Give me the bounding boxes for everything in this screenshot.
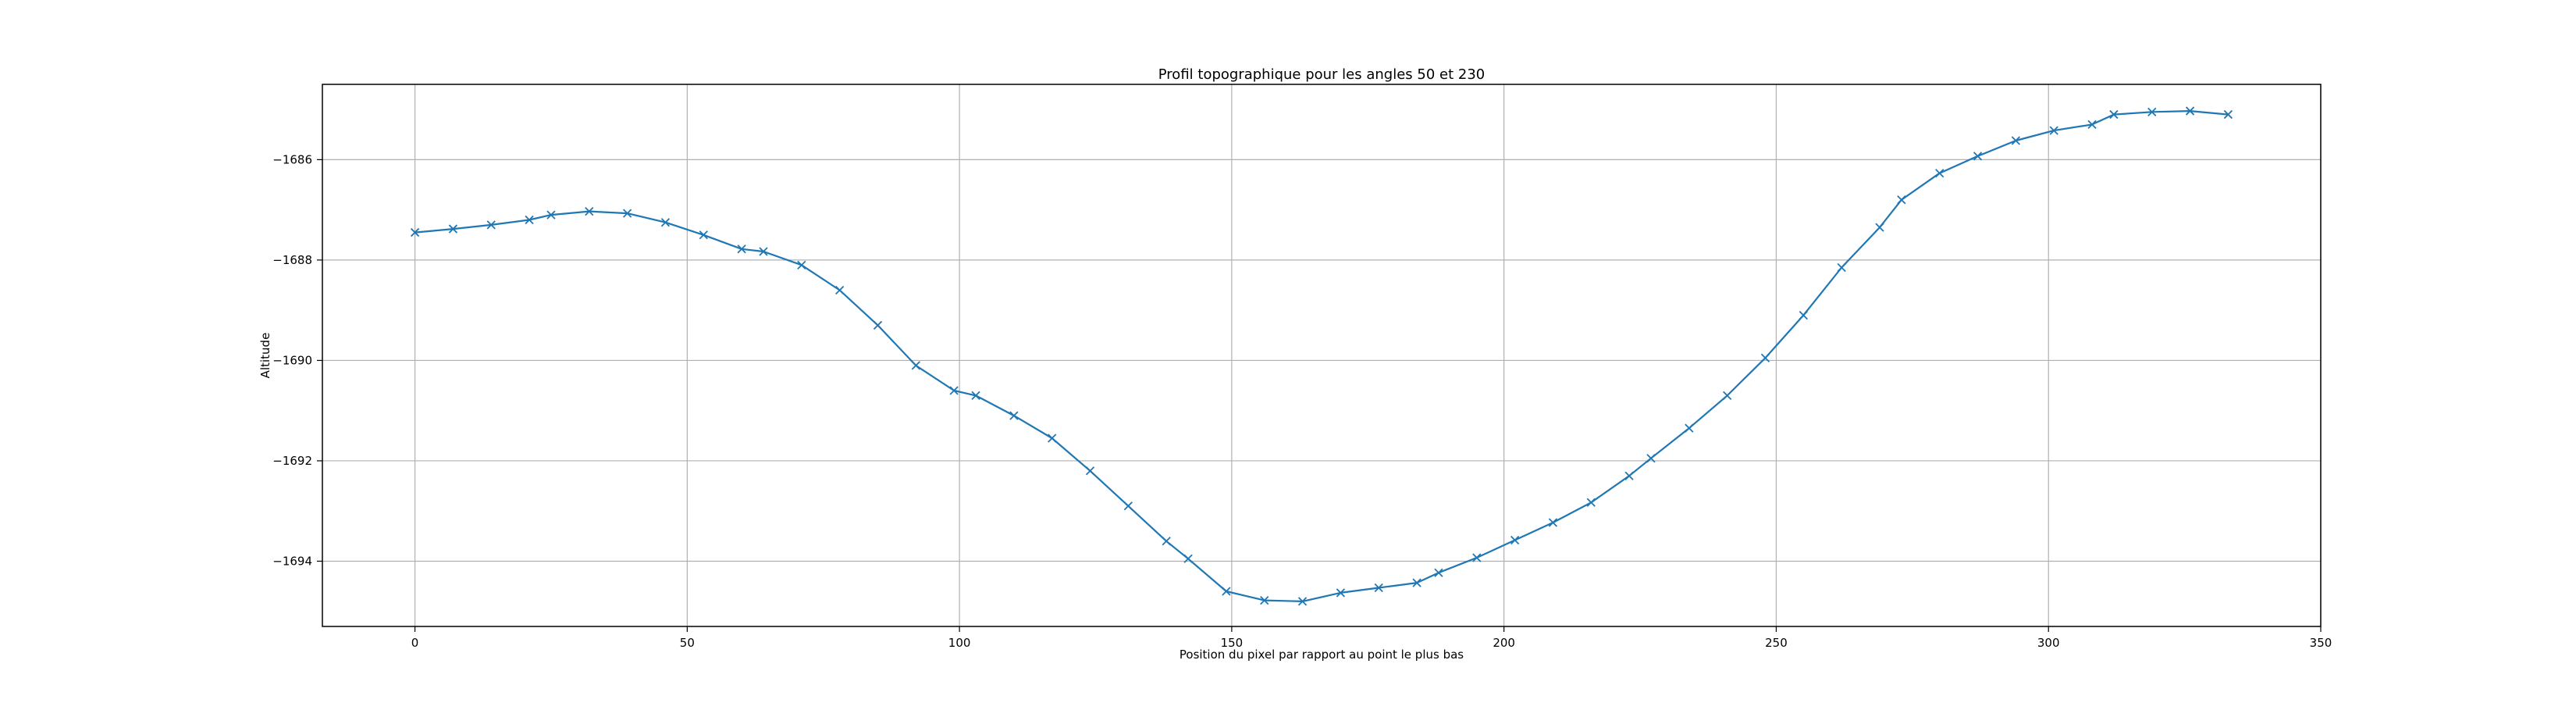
data-point-marker xyxy=(2109,109,2119,120)
data-point-marker xyxy=(1723,391,1732,401)
data-point-marker xyxy=(2049,126,2058,135)
series-layer xyxy=(410,106,2233,606)
data-point-marker xyxy=(622,209,632,218)
data-point-marker xyxy=(1374,583,1383,593)
data-point-marker xyxy=(1412,578,1421,587)
data-point-marker xyxy=(1123,501,1133,511)
grid-lines xyxy=(322,84,2322,626)
data-point-marker xyxy=(1935,169,1944,178)
x-tick-label: 250 xyxy=(1765,636,1788,650)
x-tick-label: 0 xyxy=(411,636,419,650)
data-point-marker xyxy=(2011,136,2021,145)
data-point-marker xyxy=(2147,107,2157,116)
plot-area-frame xyxy=(322,84,2322,627)
data-point-marker xyxy=(1875,223,1884,232)
data-point-marker xyxy=(1472,553,1482,562)
x-tick-label: 50 xyxy=(680,636,695,650)
data-point-marker xyxy=(911,361,920,370)
data-point-marker xyxy=(971,391,980,401)
x-tick-label: 200 xyxy=(1493,636,1515,650)
data-point-marker xyxy=(1434,568,1443,577)
data-point-marker xyxy=(1260,595,1269,605)
data-point-marker xyxy=(759,247,768,256)
data-point-marker xyxy=(1009,411,1019,420)
x-axis-label: Position du pixel par rapport au point l… xyxy=(1179,648,1464,662)
y-tick-label: −1692 xyxy=(272,454,312,468)
data-point-marker xyxy=(1085,466,1095,476)
data-point-marker xyxy=(2185,106,2195,116)
data-point-marker xyxy=(1685,423,1694,433)
x-tick-label: 150 xyxy=(1221,636,1244,650)
y-tick-label: −1690 xyxy=(272,353,312,367)
data-point-marker xyxy=(486,220,496,230)
data-point-marker xyxy=(737,244,746,254)
data-point-marker xyxy=(873,320,883,330)
x-tick-label: 350 xyxy=(2310,636,2332,650)
data-point-marker xyxy=(2087,120,2097,130)
data-point-marker xyxy=(835,285,845,295)
data-point-marker xyxy=(1973,152,1983,161)
data-point-marker xyxy=(1183,554,1193,563)
x-tick-label: 100 xyxy=(948,636,971,650)
data-point-marker xyxy=(1760,353,1770,362)
x-axis-ticks: 0 50 100 150 200 250 300 350 xyxy=(411,626,2332,650)
data-point-marker xyxy=(1837,262,1846,273)
data-point-marker xyxy=(797,260,806,269)
y-axis-ticks: −1686 −1688 −1690 −1692 −1694 xyxy=(272,152,322,568)
x-tick-label: 300 xyxy=(2037,636,2060,650)
data-point-marker xyxy=(660,218,671,227)
y-tick-label: −1686 xyxy=(272,152,312,166)
data-point-marker xyxy=(1548,518,1558,527)
series-line xyxy=(415,110,2229,603)
data-point-marker xyxy=(1510,535,1520,545)
data-point-marker xyxy=(1162,537,1171,546)
data-point-marker xyxy=(1297,597,1308,606)
data-point-marker xyxy=(1222,587,1231,596)
data-point-marker xyxy=(525,215,534,225)
data-point-marker xyxy=(1646,454,1656,463)
y-tick-label: −1694 xyxy=(272,554,312,568)
data-point-marker xyxy=(1799,310,1808,320)
data-point-marker xyxy=(1048,434,1057,443)
data-point-marker xyxy=(1897,195,1906,205)
data-point-marker xyxy=(585,206,594,216)
data-point-marker xyxy=(2223,109,2233,120)
data-point-marker xyxy=(546,210,556,219)
data-point-marker xyxy=(448,224,458,234)
data-point-marker xyxy=(699,230,708,240)
data-point-marker xyxy=(1586,498,1596,507)
chart-title: Profil topographique pour les angles 50 … xyxy=(1158,66,1485,83)
data-point-marker xyxy=(949,386,959,395)
data-point-marker xyxy=(1336,588,1346,598)
data-point-marker xyxy=(410,227,420,237)
y-tick-label: −1688 xyxy=(272,253,312,267)
y-axis-label: Altitude xyxy=(258,333,272,379)
data-point-marker xyxy=(1624,471,1634,480)
